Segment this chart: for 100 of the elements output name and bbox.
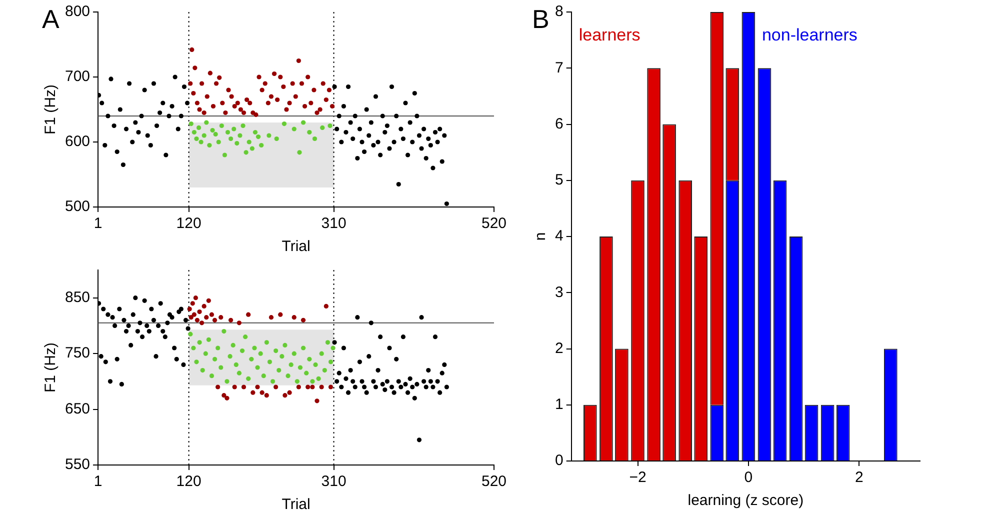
x-tick-label: 520: [481, 215, 507, 232]
point: [103, 360, 108, 364]
point: [191, 90, 196, 96]
x-axis-title: Trial: [282, 238, 310, 256]
point: [197, 309, 202, 314]
point: [266, 133, 272, 138]
point: [112, 123, 116, 128]
point: [138, 320, 142, 326]
point: [224, 379, 230, 384]
point: [204, 94, 210, 99]
point: [241, 110, 246, 116]
point: [98, 92, 102, 98]
point: [273, 348, 278, 354]
point: [216, 346, 220, 350]
point: [166, 114, 172, 118]
point: [284, 107, 289, 112]
point: [170, 104, 174, 109]
point: [108, 76, 114, 82]
point: [319, 384, 324, 390]
point: [238, 107, 243, 112]
point: [306, 74, 310, 80]
point: [412, 396, 417, 400]
point: [290, 81, 295, 86]
point: [384, 123, 390, 128]
point: [197, 340, 202, 345]
point: [206, 298, 211, 303]
point: [300, 346, 306, 350]
chart-title: A: [42, 4, 60, 34]
point: [250, 146, 254, 151]
point: [240, 348, 245, 354]
point: [278, 312, 283, 317]
point: [403, 100, 408, 106]
x-tick-label: 120: [176, 473, 202, 490]
point: [328, 123, 332, 128]
point: [368, 120, 374, 125]
point: [178, 114, 184, 118]
x-tick-label: 0: [744, 469, 753, 486]
point: [382, 130, 388, 135]
point: [223, 110, 228, 116]
point: [344, 376, 348, 381]
point: [416, 133, 422, 138]
point: [382, 387, 388, 392]
point: [310, 379, 315, 384]
point: [246, 376, 251, 381]
point: [232, 126, 236, 132]
point: [198, 140, 204, 144]
point: [380, 114, 385, 118]
point: [248, 100, 252, 106]
x-axis-title: learning (z score): [688, 492, 804, 510]
point: [209, 374, 214, 378]
point: [278, 74, 283, 80]
point: [108, 379, 113, 384]
point: [282, 122, 286, 126]
point: [119, 382, 124, 387]
series-label: learners: [578, 26, 640, 45]
y-tick-label: 500: [64, 198, 90, 216]
point: [348, 368, 353, 373]
point: [193, 296, 198, 300]
point: [261, 374, 266, 378]
y-tick-label: 600: [64, 133, 90, 150]
point: [154, 354, 158, 359]
point: [204, 315, 209, 320]
point: [266, 100, 270, 106]
point: [114, 356, 120, 362]
point: [368, 320, 374, 326]
point: [160, 100, 166, 106]
point: [366, 354, 372, 359]
point: [296, 384, 301, 390]
x-tick-label: 520: [481, 473, 507, 490]
point: [225, 130, 230, 135]
point: [314, 110, 320, 116]
point: [188, 122, 194, 126]
point: [172, 74, 178, 80]
point: [281, 84, 286, 90]
x-tick-label: −2: [629, 469, 646, 486]
point: [236, 320, 242, 326]
point: [350, 379, 356, 384]
point: [307, 130, 312, 135]
point: [102, 142, 108, 148]
point: [288, 362, 294, 368]
point: [246, 312, 251, 317]
point: [196, 125, 202, 130]
point: [98, 354, 104, 359]
point: [252, 130, 258, 135]
point: [400, 334, 406, 340]
point: [133, 120, 138, 125]
point: [176, 126, 180, 132]
point: [190, 47, 194, 52]
point: [236, 370, 242, 376]
point: [276, 368, 282, 373]
point: [218, 365, 224, 370]
point: [192, 66, 198, 70]
point: [387, 346, 392, 350]
point: [412, 90, 417, 96]
point: [206, 337, 211, 342]
point: [256, 74, 262, 80]
point: [438, 390, 442, 395]
point: [330, 104, 335, 109]
point: [228, 136, 234, 142]
point: [204, 120, 209, 125]
